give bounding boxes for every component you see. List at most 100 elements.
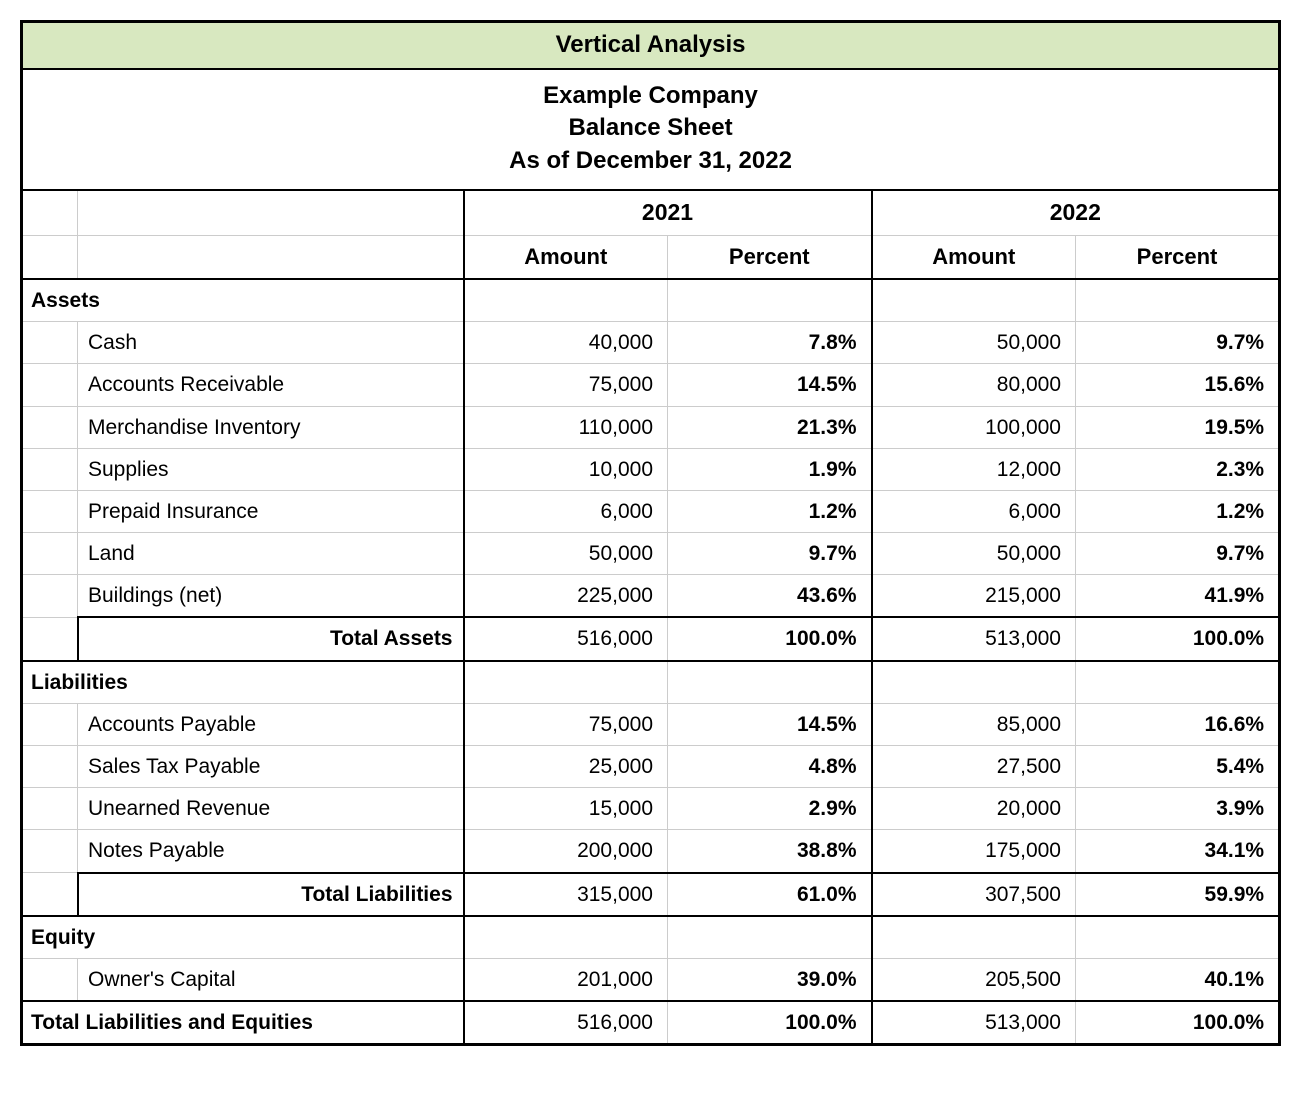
line-item-percent-2022: 34.1% <box>1076 830 1280 873</box>
blank-cell <box>22 958 78 1001</box>
table-row: Accounts Payable75,00014.5%85,00016.6% <box>22 703 1280 745</box>
line-item-amount-2021: 50,000 <box>464 533 668 575</box>
statement-name: Balance Sheet <box>23 112 1278 144</box>
blank-cell <box>22 235 78 279</box>
line-item-amount-2022: 85,000 <box>872 703 1076 745</box>
line-item-percent-2022: 15.6% <box>1076 364 1280 406</box>
line-item-amount-2021: 10,000 <box>464 448 668 490</box>
blank-cell <box>22 533 78 575</box>
blank-cell <box>668 916 872 959</box>
blank-cell <box>22 575 78 618</box>
table-row: Land50,0009.7%50,0009.7% <box>22 533 1280 575</box>
table-row: Owner's Capital201,00039.0%205,50040.1% <box>22 958 1280 1001</box>
blank-cell <box>1076 661 1280 704</box>
line-item-amount-2022: 50,000 <box>872 533 1076 575</box>
line-item-percent-2021: 4.8% <box>668 746 872 788</box>
report-title: Vertical Analysis <box>22 22 1280 69</box>
line-item-label: Accounts Payable <box>78 703 464 745</box>
blank-cell <box>22 448 78 490</box>
line-item-percent-2022: 1.2% <box>1076 490 1280 532</box>
year-2022-header: 2022 <box>872 190 1280 235</box>
table-row: Merchandise Inventory110,00021.3%100,000… <box>22 406 1280 448</box>
line-item-amount-2022: 27,500 <box>872 746 1076 788</box>
col-amount-2021: Amount <box>464 235 668 279</box>
company-name: Example Company <box>23 80 1278 112</box>
line-item-percent-2022: 5.4% <box>1076 746 1280 788</box>
blank-cell <box>872 279 1076 322</box>
line-item-percent-2021: 14.5% <box>668 364 872 406</box>
table-row: Cash40,0007.8%50,0009.7% <box>22 322 1280 364</box>
line-item-amount-2021: 15,000 <box>464 788 668 830</box>
blank-cell <box>22 190 78 235</box>
total-assets-percent-2021: 100.0% <box>668 617 872 660</box>
line-item-amount-2021: 110,000 <box>464 406 668 448</box>
line-item-label: Notes Payable <box>78 830 464 873</box>
table-row: Notes Payable200,00038.8%175,00034.1% <box>22 830 1280 873</box>
blank-cell <box>22 788 78 830</box>
line-item-label: Supplies <box>78 448 464 490</box>
blank-cell <box>22 322 78 364</box>
blank-cell <box>464 661 668 704</box>
blank-cell <box>1076 279 1280 322</box>
line-item-label: Cash <box>78 322 464 364</box>
grand-total-amount-2022: 513,000 <box>872 1001 1076 1045</box>
year-2021-header: 2021 <box>464 190 872 235</box>
blank-cell <box>22 746 78 788</box>
table-row: Accounts Receivable75,00014.5%80,00015.6… <box>22 364 1280 406</box>
table-row: Prepaid Insurance6,0001.2%6,0001.2% <box>22 490 1280 532</box>
liabilities-section-label: Liabilities <box>22 661 464 704</box>
line-item-percent-2022: 40.1% <box>1076 958 1280 1001</box>
total-assets-amount-2022: 513,000 <box>872 617 1076 660</box>
line-item-amount-2021: 201,000 <box>464 958 668 1001</box>
line-item-percent-2022: 41.9% <box>1076 575 1280 618</box>
line-item-percent-2022: 19.5% <box>1076 406 1280 448</box>
table-row: Sales Tax Payable25,0004.8%27,5005.4% <box>22 746 1280 788</box>
line-item-label: Land <box>78 533 464 575</box>
grand-total-percent-2022: 100.0% <box>1076 1001 1280 1045</box>
line-item-amount-2022: 205,500 <box>872 958 1076 1001</box>
line-item-percent-2021: 39.0% <box>668 958 872 1001</box>
total-assets-label: Total Assets <box>78 617 464 660</box>
as-of-date: As of December 31, 2022 <box>23 145 1278 177</box>
line-item-amount-2021: 40,000 <box>464 322 668 364</box>
table-row: Unearned Revenue15,0002.9%20,0003.9% <box>22 788 1280 830</box>
blank-cell <box>872 916 1076 959</box>
line-item-percent-2021: 43.6% <box>668 575 872 618</box>
line-item-amount-2022: 175,000 <box>872 830 1076 873</box>
grand-total-label: Total Liabilities and Equities <box>22 1001 464 1045</box>
company-header: Example Company Balance Sheet As of Dece… <box>22 69 1280 190</box>
line-item-percent-2021: 38.8% <box>668 830 872 873</box>
line-item-percent-2022: 3.9% <box>1076 788 1280 830</box>
total-liabilities-percent-2021: 61.0% <box>668 873 872 916</box>
blank-cell <box>464 279 668 322</box>
line-item-amount-2021: 6,000 <box>464 490 668 532</box>
line-item-percent-2022: 9.7% <box>1076 533 1280 575</box>
line-item-label: Accounts Receivable <box>78 364 464 406</box>
blank-cell <box>872 661 1076 704</box>
blank-cell <box>22 703 78 745</box>
blank-cell <box>22 617 78 660</box>
table-row: Supplies10,0001.9%12,0002.3% <box>22 448 1280 490</box>
line-item-amount-2021: 25,000 <box>464 746 668 788</box>
total-liabilities-amount-2022: 307,500 <box>872 873 1076 916</box>
total-assets-amount-2021: 516,000 <box>464 617 668 660</box>
line-item-amount-2022: 50,000 <box>872 322 1076 364</box>
line-item-percent-2022: 16.6% <box>1076 703 1280 745</box>
blank-cell <box>464 916 668 959</box>
line-item-amount-2022: 80,000 <box>872 364 1076 406</box>
line-item-amount-2022: 215,000 <box>872 575 1076 618</box>
assets-section-label: Assets <box>22 279 464 322</box>
total-liabilities-percent-2022: 59.9% <box>1076 873 1280 916</box>
line-item-amount-2022: 100,000 <box>872 406 1076 448</box>
line-item-percent-2021: 7.8% <box>668 322 872 364</box>
line-item-amount-2022: 20,000 <box>872 788 1076 830</box>
blank-cell <box>22 406 78 448</box>
blank-cell <box>668 661 872 704</box>
line-item-label: Owner's Capital <box>78 958 464 1001</box>
table-row: Buildings (net)225,00043.6%215,00041.9% <box>22 575 1280 618</box>
line-item-amount-2021: 75,000 <box>464 364 668 406</box>
total-liabilities-amount-2021: 315,000 <box>464 873 668 916</box>
blank-cell <box>22 364 78 406</box>
line-item-percent-2021: 21.3% <box>668 406 872 448</box>
line-item-label: Prepaid Insurance <box>78 490 464 532</box>
